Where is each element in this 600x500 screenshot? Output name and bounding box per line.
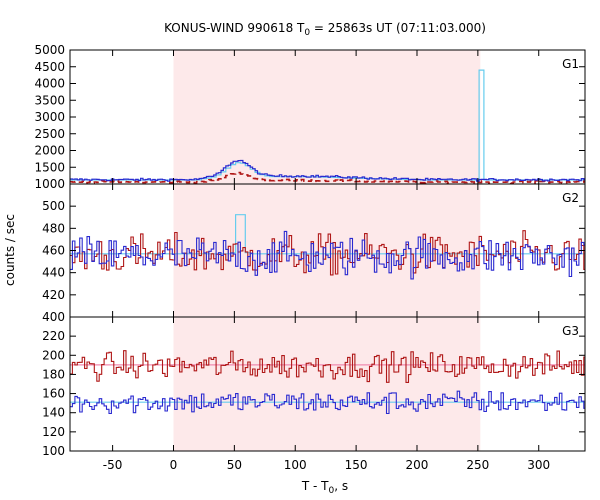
y-tick-label: 420 <box>42 288 65 302</box>
series-blue <box>70 159 585 182</box>
panel-label: G1 <box>562 57 579 71</box>
y-tick-label: 3000 <box>34 110 65 124</box>
x-tick-label: 0 <box>170 458 178 472</box>
series-red <box>70 230 585 276</box>
y-tick-label: 120 <box>42 425 65 439</box>
y-tick-label: 4000 <box>34 77 65 91</box>
y-tick-label: 140 <box>42 406 65 420</box>
y-tick-label: 200 <box>42 348 65 362</box>
y-tick-label: 180 <box>42 367 65 381</box>
xlabel-main: T - T <box>301 479 329 493</box>
x-tick-label: -50 <box>103 458 123 472</box>
svg-text:T - T0, s: T - T0, s <box>301 479 348 496</box>
y-tick-label: 480 <box>42 221 65 235</box>
x-tick-label: 50 <box>227 458 242 472</box>
highlight-interval <box>173 317 481 451</box>
panel-frame <box>69 316 586 452</box>
panel-G2-series <box>70 214 585 280</box>
y-tick-label: 4500 <box>34 60 65 74</box>
x-tick-label: 200 <box>406 458 429 472</box>
y-tick-label: 460 <box>42 244 65 258</box>
x-tick-label: 150 <box>345 458 368 472</box>
title-rest: = 25863s UT (07:11:03.000) <box>310 21 486 35</box>
y-tick-label: 1500 <box>34 160 65 174</box>
panel-G1-series <box>70 69 585 184</box>
x-axis-label: T - T0, s <box>301 479 348 496</box>
panel-G3-series <box>70 350 585 415</box>
title-main: KONUS-WIND 990618 T <box>164 21 305 35</box>
y-tick-label: 440 <box>42 266 65 280</box>
x-tick-label: 300 <box>527 458 550 472</box>
y-tick-label: 220 <box>42 329 65 343</box>
title-subscript: 0 <box>304 28 310 38</box>
panel-label: G2 <box>562 191 579 205</box>
x-tick-label: 250 <box>466 458 489 472</box>
panel-label: G3 <box>562 324 579 338</box>
y-tick-label: 3500 <box>34 93 65 107</box>
y-tick-label: 500 <box>42 199 65 213</box>
y-axis-label: counts / sec <box>3 214 17 286</box>
svg-text:KONUS-WIND 990618 T0 = 25863s: KONUS-WIND 990618 T0 = 25863s UT (07:11:… <box>164 21 486 38</box>
series-blue <box>70 390 585 415</box>
chart-title: KONUS-WIND 990618 T0 = 25863s UT (07:11:… <box>164 21 486 38</box>
y-tick-label: 2500 <box>34 127 65 141</box>
x-tick-label: 100 <box>284 458 307 472</box>
y-tick-label: 100 <box>42 444 65 458</box>
y-tick-label: 1000 <box>34 177 65 191</box>
y-tick-label: 2000 <box>34 144 65 158</box>
panels-group: 100015002000250030003500400045005000G140… <box>34 43 586 472</box>
xlabel-rest: , s <box>334 479 348 493</box>
highlight-interval <box>173 184 481 317</box>
series-blue <box>70 230 585 280</box>
xlabel-subscript: 0 <box>329 486 335 496</box>
y-tick-label: 160 <box>42 387 65 401</box>
highlight-interval <box>173 50 481 184</box>
series-red <box>70 171 585 184</box>
y-tick-label: 400 <box>42 310 65 324</box>
y-tick-label: 5000 <box>34 43 65 57</box>
series-red <box>70 350 585 383</box>
